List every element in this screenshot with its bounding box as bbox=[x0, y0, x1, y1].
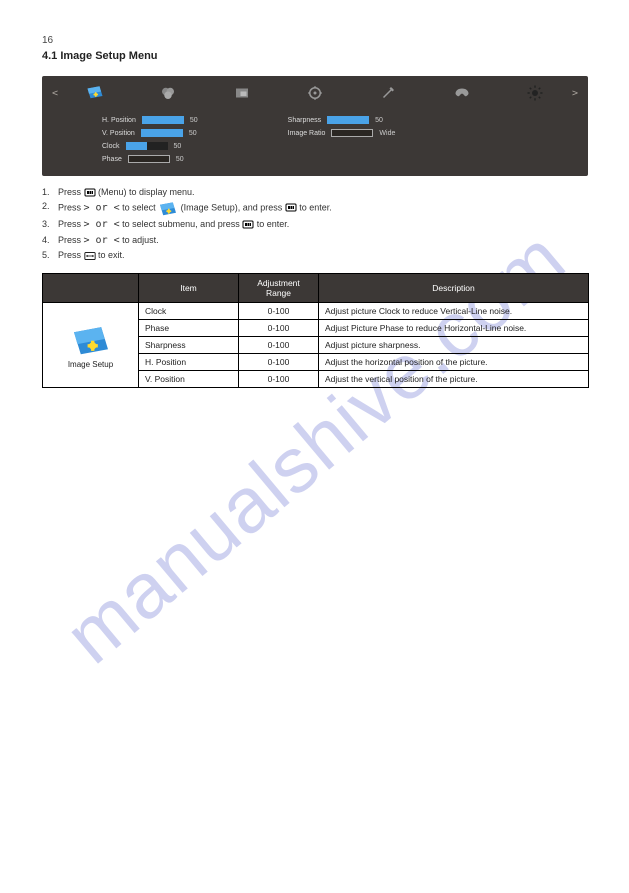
table-cell-desc: Adjust Picture Phase to reduce Horizonta… bbox=[319, 320, 589, 337]
section-title: 4.1 Image Setup Menu bbox=[42, 50, 589, 62]
osd-tab-image-setup[interactable] bbox=[58, 76, 131, 110]
extra-icon bbox=[379, 84, 397, 102]
table-cell-item: Phase bbox=[139, 320, 239, 337]
instruction-2: 2. Press > or < to select (Image Setup),… bbox=[42, 200, 589, 216]
osd-tab-bar: < > bbox=[42, 76, 588, 110]
table-header-icon bbox=[43, 274, 139, 303]
osd-option-clock[interactable]: Clock50 bbox=[102, 142, 198, 150]
table-cell-range: 0-100 bbox=[239, 320, 319, 337]
table-header-desc: Description bbox=[319, 274, 589, 303]
instruction-4: 4. Press > or < to adjust. bbox=[42, 234, 589, 248]
osd-next-arrow[interactable]: > bbox=[572, 88, 578, 99]
osd-tab-color-setup[interactable] bbox=[131, 76, 204, 110]
game-setting-icon bbox=[453, 84, 471, 102]
table-header-row: Item Adjustment Range Description bbox=[43, 274, 589, 303]
menu-icon bbox=[285, 203, 297, 213]
table-icon-cell: Image Setup bbox=[43, 303, 139, 388]
table-cell-item: H. Position bbox=[139, 354, 239, 371]
table-header-range: Adjustment Range bbox=[239, 274, 319, 303]
osd-option-hposition[interactable]: H. Position50 bbox=[102, 116, 198, 124]
table-icon-label: Image Setup bbox=[49, 360, 132, 369]
table-cell-range: 0-100 bbox=[239, 337, 319, 354]
osd-option-phase[interactable]: Phase50 bbox=[102, 155, 198, 163]
settings-table: Item Adjustment Range Description Image … bbox=[42, 273, 589, 388]
osd-setup-icon bbox=[306, 84, 324, 102]
osd-option-vposition[interactable]: V. Position50 bbox=[102, 129, 198, 137]
table-cell-desc: Adjust the vertical position of the pict… bbox=[319, 371, 589, 388]
table-cell-desc: Adjust picture Clock to reduce Vertical-… bbox=[319, 303, 589, 320]
auto-icon bbox=[84, 251, 96, 261]
osd-options-right: Sharpness50 Image RatioWide bbox=[288, 116, 396, 163]
table-cell-desc: Adjust the horizontal position of the pi… bbox=[319, 354, 589, 371]
osd-option-sharpness[interactable]: Sharpness50 bbox=[288, 116, 396, 124]
instructions-list: 1. Press (Menu) to display menu. 2. Pres… bbox=[42, 186, 589, 261]
instruction-5: 5. Press to exit. bbox=[42, 249, 589, 261]
osd-tab-game-setting[interactable] bbox=[425, 76, 498, 110]
osd-tab-osd-setup[interactable] bbox=[278, 76, 351, 110]
luminance-icon bbox=[526, 84, 544, 102]
table-cell-item: Sharpness bbox=[139, 337, 239, 354]
color-setup-icon bbox=[159, 84, 177, 102]
osd-panel: < > H. P bbox=[42, 76, 588, 176]
table-header-item: Item bbox=[139, 274, 239, 303]
menu-icon bbox=[84, 188, 96, 198]
table-row: Image Setup Clock 0-100 Adjust picture C… bbox=[43, 303, 589, 320]
table-cell-range: 0-100 bbox=[239, 371, 319, 388]
osd-tab-extra[interactable] bbox=[352, 76, 425, 110]
page-number: 16 bbox=[42, 35, 589, 46]
instruction-3: 3. Press > or < to select submenu, and p… bbox=[42, 218, 589, 232]
table-cell-item: V. Position bbox=[139, 371, 239, 388]
osd-tab-luminance[interactable] bbox=[499, 76, 572, 110]
osd-options-left: H. Position50 V. Position50 Clock50 Phas… bbox=[102, 116, 198, 163]
table-cell-range: 0-100 bbox=[239, 354, 319, 371]
image-setup-icon bbox=[70, 322, 112, 356]
image-setup-icon bbox=[86, 84, 104, 102]
image-setup-icon bbox=[158, 200, 178, 216]
menu-icon bbox=[242, 220, 254, 230]
table-cell-item: Clock bbox=[139, 303, 239, 320]
instruction-1: 1. Press (Menu) to display menu. bbox=[42, 186, 589, 198]
table-cell-range: 0-100 bbox=[239, 303, 319, 320]
table-cell-desc: Adjust picture sharpness. bbox=[319, 337, 589, 354]
picture-boost-icon bbox=[233, 84, 251, 102]
page-content: 16 4.1 Image Setup Menu < bbox=[0, 0, 629, 408]
osd-option-imageratio[interactable]: Image RatioWide bbox=[288, 129, 396, 137]
osd-tab-picture-boost[interactable] bbox=[205, 76, 278, 110]
osd-options: H. Position50 V. Position50 Clock50 Phas… bbox=[42, 110, 588, 163]
